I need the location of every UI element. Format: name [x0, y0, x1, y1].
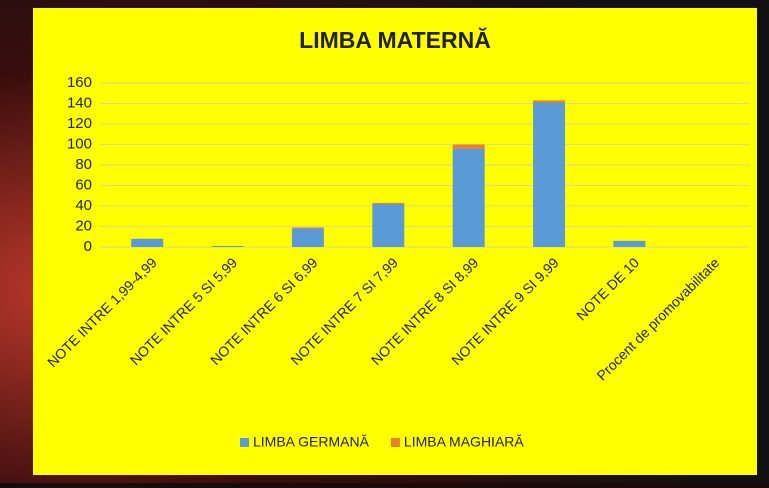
y-tick-label: 20: [75, 217, 92, 234]
bar: [372, 203, 405, 247]
bar: [613, 240, 646, 247]
y-tick-label: 0: [84, 238, 92, 255]
y-tick-label: 40: [75, 197, 92, 214]
bar: [452, 144, 485, 149]
bar: [533, 102, 566, 247]
bar: [211, 245, 244, 247]
bar: [533, 100, 566, 103]
y-tick-label: 100: [67, 135, 92, 152]
y-tick-label: 140: [67, 94, 92, 111]
chart-title: LIMBA MATERNĂ: [299, 26, 491, 53]
legend-label: LIMBA MAGHIARĂ: [404, 434, 524, 450]
legend-swatch: [390, 438, 400, 447]
bar: [372, 202, 405, 204]
bar: [452, 148, 485, 247]
y-tick-label: 60: [75, 176, 92, 193]
bar: [131, 238, 164, 247]
bar: [291, 227, 324, 229]
bar: [291, 228, 324, 247]
y-tick-label: 160: [67, 74, 92, 91]
y-tick-label: 80: [75, 156, 92, 173]
legend-label: LIMBA GERMANĂ: [253, 434, 370, 450]
legend-swatch: [240, 438, 249, 447]
y-tick-label: 120: [67, 115, 92, 132]
